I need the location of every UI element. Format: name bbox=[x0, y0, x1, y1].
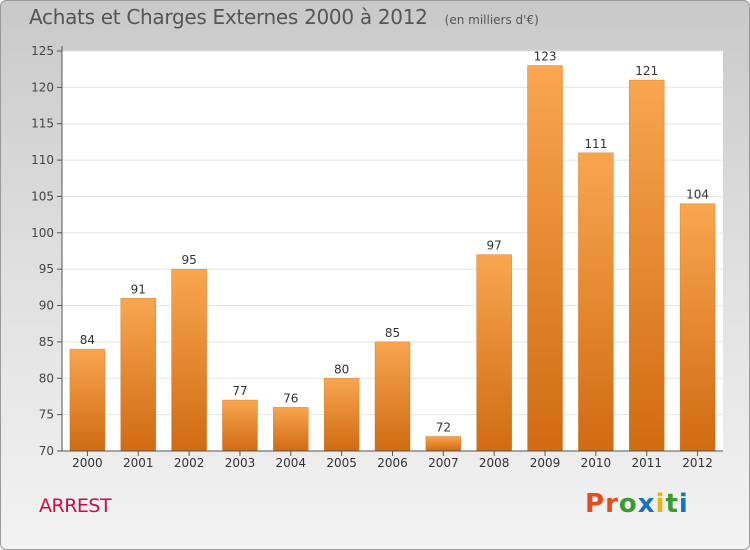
bar-2000 bbox=[69, 349, 105, 451]
x-tick-label: 2005 bbox=[326, 456, 357, 470]
logo-letter: r bbox=[605, 489, 619, 519]
x-tick-label: 2008 bbox=[479, 456, 510, 470]
bar-2009 bbox=[527, 65, 563, 451]
y-tick-label: 100 bbox=[31, 226, 54, 240]
logo-letter: i bbox=[678, 489, 689, 519]
data-label: 95 bbox=[181, 253, 196, 267]
y-tick-label: 80 bbox=[39, 371, 54, 385]
logo-letter: o bbox=[618, 489, 638, 519]
axes bbox=[57, 46, 723, 456]
y-tick-label: 120 bbox=[31, 80, 54, 94]
x-tick-label: 2007 bbox=[428, 456, 459, 470]
data-label: 84 bbox=[80, 333, 95, 347]
bar-2003 bbox=[222, 400, 258, 451]
data-label: 111 bbox=[584, 137, 607, 151]
logo-letter: P bbox=[585, 489, 606, 519]
bar-2008 bbox=[476, 254, 512, 451]
data-label: 121 bbox=[635, 64, 658, 78]
x-tick-label: 2003 bbox=[225, 456, 256, 470]
bar-2011 bbox=[629, 80, 665, 451]
data-label: 104 bbox=[686, 188, 709, 202]
chart-subtitle: (en milliers d'€) bbox=[444, 13, 539, 27]
y-tick-label: 110 bbox=[31, 153, 54, 167]
data-label: 77 bbox=[232, 384, 247, 398]
x-tick-label: 2011 bbox=[631, 456, 662, 470]
data-label: 91 bbox=[131, 282, 146, 296]
y-tick-label: 70 bbox=[39, 444, 54, 458]
bar-2012 bbox=[680, 203, 716, 451]
logo-letter: t bbox=[665, 489, 679, 519]
data-label: 123 bbox=[534, 50, 557, 64]
commune-name: ARREST bbox=[39, 495, 112, 517]
y-tick-label: 90 bbox=[39, 299, 54, 313]
data-label: 97 bbox=[487, 239, 502, 253]
bar-2005 bbox=[324, 378, 360, 451]
chart-title: Achats et Charges Externes 2000 à 2012 bbox=[29, 5, 428, 29]
y-tick-label: 95 bbox=[39, 262, 54, 276]
y-tick-label: 125 bbox=[31, 44, 54, 58]
labels: 70 75 80 85 90 95 100 105 110 115 120 125 84 2000 91 20… bbox=[31, 44, 713, 470]
bar-2006 bbox=[375, 341, 410, 451]
x-tick-label: 2012 bbox=[682, 456, 713, 470]
y-tick-label: 105 bbox=[31, 189, 54, 203]
x-tick-label: 2000 bbox=[72, 456, 103, 470]
proxiti-logo: Proxiti bbox=[585, 489, 689, 519]
bars bbox=[69, 65, 716, 452]
y-tick-label: 75 bbox=[39, 408, 54, 422]
x-tick-label: 2006 bbox=[377, 456, 408, 470]
data-label: 76 bbox=[283, 391, 298, 405]
bar-2001 bbox=[120, 298, 156, 451]
x-tick-label: 2009 bbox=[530, 456, 561, 470]
x-tick-label: 2001 bbox=[123, 456, 154, 470]
data-label: 85 bbox=[385, 326, 400, 340]
bar-2007 bbox=[425, 436, 461, 451]
title-row: Achats et Charges Externes 2000 à 2012 (… bbox=[29, 5, 539, 29]
data-label: 72 bbox=[436, 420, 451, 434]
y-tick-label: 85 bbox=[39, 335, 54, 349]
x-tick-label: 2002 bbox=[174, 456, 205, 470]
logo-letter: x bbox=[637, 489, 656, 519]
bar-2002 bbox=[171, 269, 207, 451]
y-tick-label: 115 bbox=[31, 117, 54, 131]
logo-letter: i bbox=[655, 489, 666, 519]
x-tick-label: 2004 bbox=[276, 456, 307, 470]
data-label: 80 bbox=[334, 362, 349, 376]
bar-2010 bbox=[578, 152, 614, 451]
bar-2004 bbox=[273, 407, 309, 451]
x-tick-label: 2010 bbox=[581, 456, 612, 470]
